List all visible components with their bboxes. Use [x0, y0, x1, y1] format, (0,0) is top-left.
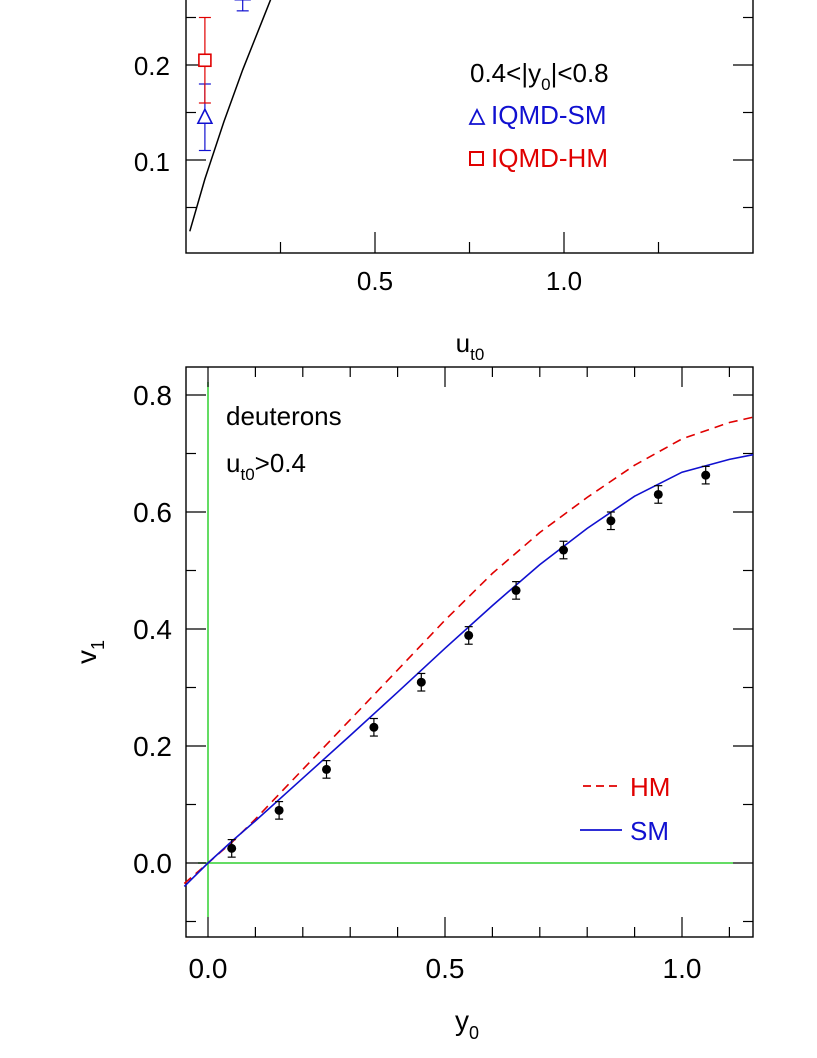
top-ytick-label: 0.1 — [134, 147, 170, 177]
bottom-xaxis-title: y0 — [455, 1005, 479, 1043]
data-point — [653, 489, 663, 499]
top-xaxis-title: ut0 — [456, 328, 485, 364]
data-point — [369, 722, 379, 732]
bottom-points — [227, 465, 711, 858]
annotation-line2: ut0>0.4 — [226, 448, 306, 484]
annotation-line1: deuterons — [226, 401, 342, 431]
square-marker-icon — [469, 151, 484, 166]
triangle-marker — [196, 107, 214, 125]
data-point — [322, 764, 331, 774]
top-plot-frame — [185, 0, 754, 254]
data-point — [701, 470, 711, 480]
top-curves — [189, 0, 272, 232]
triangle-marker-icon — [468, 107, 486, 125]
legend-label-sm: SM — [630, 816, 669, 846]
x-tick-label: 1.0 — [663, 953, 702, 984]
bottom-legend: HM SM — [580, 772, 670, 846]
top-legend: 0.4<|y0|<0.8 IQMD-SM IQMD-HM — [468, 58, 609, 173]
model-curve — [189, 0, 272, 232]
data-point — [464, 630, 474, 640]
x-tick-label: 0.0 — [189, 953, 228, 984]
data-point — [606, 516, 616, 526]
y-tick-label: 0.2 — [133, 731, 172, 762]
data-point — [416, 677, 426, 687]
bottom-panel: 0.0 0.5 1.0 0.0 0.2 0.4 0.6 0.8 v1 y0 deuterons… — [71, 366, 754, 1043]
y-tick-label: 0.8 — [133, 380, 172, 411]
data-point — [559, 545, 568, 555]
sm-curve — [183, 453, 754, 887]
top-ytick-label: 0.2 — [134, 51, 170, 81]
x-tick-label: 0.5 — [426, 953, 465, 984]
y-tick-label: 0.4 — [133, 614, 172, 645]
top-legend-label-hm: IQMD-HM — [491, 143, 608, 173]
data-point — [511, 585, 521, 595]
data-point — [274, 805, 284, 815]
top-points — [196, 0, 251, 152]
reference-lines — [198, 382, 733, 917]
hm-curve — [183, 416, 754, 885]
top-legend-label-sm: IQMD-SM — [491, 100, 607, 130]
bottom-plot-frame — [185, 366, 754, 938]
top-ticks — [186, 16, 753, 253]
top-legend-header: 0.4<|y0|<0.8 — [470, 58, 609, 94]
data-point — [227, 843, 237, 853]
top-xtick-label: 1.0 — [546, 266, 582, 296]
square-marker — [198, 53, 212, 68]
y-tick-label: 0.0 — [133, 848, 172, 879]
bottom-curves — [183, 416, 754, 887]
legend-label-hm: HM — [630, 772, 670, 802]
top-panel: 0.2 0.1 0.5 1.0 ut0 0.4<|y0|<0.8 IQMD-SM… — [134, 0, 754, 364]
y-tick-label: 0.6 — [133, 497, 172, 528]
bottom-tick-labels: 0.0 0.5 1.0 0.0 0.2 0.4 0.6 0.8 — [133, 380, 701, 984]
bottom-ticks — [186, 367, 753, 937]
bottom-yaxis-title: v1 — [71, 640, 108, 664]
top-xtick-label: 0.5 — [357, 266, 393, 296]
